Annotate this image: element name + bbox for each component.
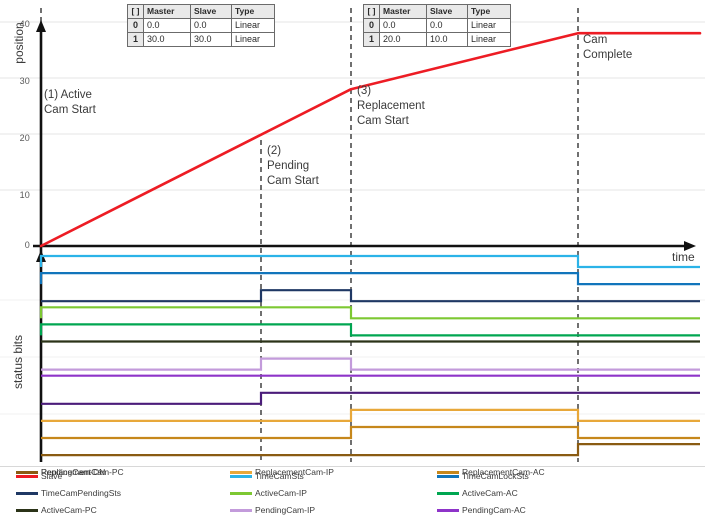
table-header-row: [ ] Master Slave Type: [363, 4, 511, 19]
legend-swatch-icon: [16, 491, 38, 495]
cell-slave: 0.0: [426, 18, 468, 33]
col-slave: Slave: [190, 4, 232, 19]
table-row: 1 30.0 30.0 Linear: [127, 32, 275, 47]
cell-type: Linear: [467, 32, 511, 47]
y-tick-40: 40: [19, 19, 30, 29]
series-slave: [39, 31, 702, 248]
legend-label: TimeCamLockSts: [462, 471, 529, 481]
annotation-pending-cam-start: (2) Pending Cam Start: [267, 145, 319, 187]
legend-item-timecamsts[interactable]: TimeCamSts: [230, 471, 304, 481]
series-pendingcam-dn: [41, 391, 700, 405]
legend-label: TimeCamPendingSts: [41, 488, 121, 498]
col-slave: Slave: [426, 4, 468, 19]
series-pendingcam-ip: [41, 357, 700, 371]
cell-slave: 30.0: [190, 32, 232, 47]
legend-item-activecam-pc[interactable]: ActiveCam-PC: [16, 505, 97, 515]
cell-index: 1: [127, 32, 144, 47]
legend-item-replacementcam-pc[interactable]: ReplacementCam-PC: [16, 467, 124, 477]
legend-label: ActiveCam-IP: [255, 488, 307, 498]
legend-item-activecam-ac[interactable]: ActiveCam-AC: [437, 488, 518, 498]
legend-swatch-icon: [437, 491, 459, 495]
legend-swatch-icon: [230, 470, 252, 474]
legend-label: Slave: [41, 471, 63, 481]
legend-item-slave[interactable]: Slave: [16, 471, 62, 481]
cell-index: 1: [363, 32, 380, 47]
col-index: [ ]: [363, 4, 380, 19]
cell-type: Linear: [467, 18, 511, 33]
legend-label: PendingCam-AC: [462, 505, 526, 515]
legend-swatch-icon: [230, 508, 252, 512]
legend-swatch-icon: [16, 508, 38, 512]
legend-item-timecampendingsts[interactable]: TimeCamPendingSts: [16, 488, 121, 498]
annotation-active-cam-start: (1) Active Cam Start: [44, 89, 96, 116]
legend-swatch-icon: [16, 474, 38, 478]
legend-swatch-icon: [16, 470, 38, 474]
col-type: Type: [467, 4, 511, 19]
series-replacementcam-ip: [41, 408, 700, 422]
legend-item-replacementcam-ip[interactable]: ReplacementCam-IP: [230, 467, 334, 477]
legend-label: TimeCamSts: [255, 471, 304, 481]
legend-swatch-icon: [230, 474, 252, 478]
legend-swatch-icon: [437, 470, 459, 474]
legend-swatch-icon: [230, 491, 252, 495]
table-row: 0 0.0 0.0 Linear: [127, 18, 275, 33]
y-tick-0: 0: [24, 240, 30, 250]
cell-slave: 0.0: [190, 18, 232, 33]
x-axis-title: time: [672, 250, 695, 264]
cell-type: Linear: [231, 18, 275, 33]
y-tick-30: 30: [19, 76, 30, 86]
col-type: Type: [231, 4, 275, 19]
legend-item-activecam-ip[interactable]: ActiveCam-IP: [230, 488, 307, 498]
legend-swatch-icon: [437, 474, 459, 478]
cell-master: 0.0: [379, 18, 427, 33]
series-activecam-ip: [39, 306, 700, 320]
legend-item-timecamlocksts[interactable]: TimeCamLockSts: [437, 471, 529, 481]
cell-master: 30.0: [143, 32, 191, 47]
col-master: Master: [379, 4, 427, 19]
table-row: 1 20.0 10.0 Linear: [363, 32, 511, 47]
series-timecamlocksts: [39, 272, 700, 286]
legend-label: ActiveCam-AC: [462, 488, 518, 498]
y-tick-20: 20: [19, 133, 30, 143]
x-axis-arrow-icon: [684, 241, 696, 251]
series-activecam-ac: [39, 323, 700, 337]
legend-item-replacementcam-ac[interactable]: ReplacementCam-AC: [437, 467, 545, 477]
legend-label: ReplacementCam-AC: [462, 467, 545, 477]
series-replacementcam-pc: [41, 443, 700, 457]
cell-master: 0.0: [143, 18, 191, 33]
status-bits-axis-title: status bits: [11, 334, 25, 390]
series-timecamsts: [39, 254, 700, 269]
legend-label: ReplacementCam-IP: [255, 467, 334, 477]
replacement-cam-table: [ ] Master Slave Type 0 0.0 0.0 Linear 1…: [363, 4, 511, 47]
col-master: Master: [143, 4, 191, 19]
cell-type: Linear: [231, 32, 275, 47]
legend-label: ActiveCam-PC: [41, 505, 97, 515]
annotation-cam-complete: Cam Complete: [583, 34, 633, 61]
y-axis-arrow-icon: [36, 20, 46, 32]
y-tick-10: 10: [19, 190, 30, 200]
legend-swatch-icon: [437, 508, 459, 512]
cell-master: 20.0: [379, 32, 427, 47]
legend-label: PendingCam-IP: [255, 505, 316, 515]
legend-item-pendingcam-ip[interactable]: PendingCam-IP: [230, 505, 315, 515]
series-replacementcam-ac: [41, 425, 700, 440]
legend-item-pendingcam-ac[interactable]: PendingCam-AC: [437, 505, 526, 515]
table-row: 0 0.0 0.0 Linear: [363, 18, 511, 33]
cell-index: 0: [363, 18, 380, 33]
cell-slave: 10.0: [426, 32, 468, 47]
series-timecampendingsts: [41, 289, 700, 303]
legend-label: ReplacementCam-PC: [41, 467, 124, 477]
chart-legend: Slave TimeCamSts TimeCamLockSts TimeCamPend…: [0, 466, 705, 523]
table-header-row: [ ] Master Slave Type: [127, 4, 275, 19]
legend-label: PendingCam-DN: [41, 467, 106, 477]
y-axis-title: position: [12, 22, 26, 64]
col-index: [ ]: [127, 4, 144, 19]
active-cam-table: [ ] Master Slave Type 0 0.0 0.0 Linear 1…: [127, 4, 275, 47]
annotation-replacement-cam-start: (3) Replacement Cam Start: [357, 85, 425, 127]
cell-index: 0: [127, 18, 144, 33]
